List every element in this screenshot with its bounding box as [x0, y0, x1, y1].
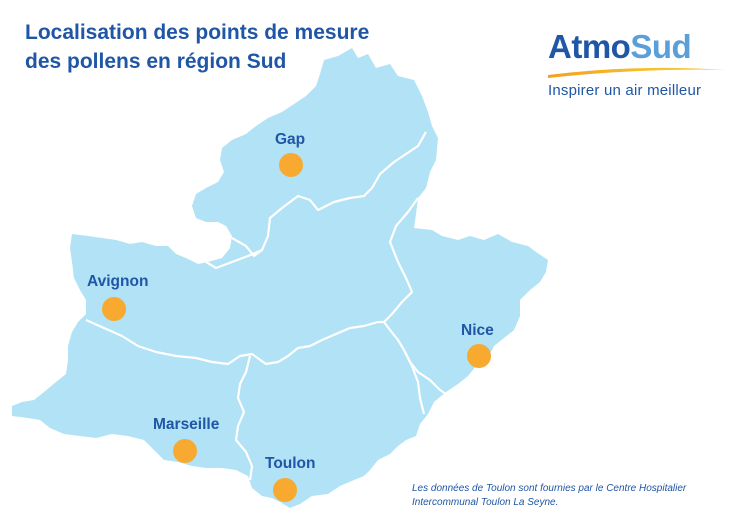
logo-tagline: Inspirer un air meilleur	[548, 82, 702, 99]
title-line-1: Localisation des points de mesure	[25, 21, 370, 44]
logo-word-sud: Sud	[630, 28, 692, 65]
station-marker-avignon[interactable]	[102, 297, 126, 321]
logo-swoosh-icon	[548, 67, 726, 78]
department-borders	[85, 131, 447, 481]
region-outline	[12, 48, 548, 508]
region-sud-shape	[12, 48, 548, 508]
border-vaucluse	[85, 318, 384, 366]
footnote-line-1: Les données de Toulon sont fournies par …	[412, 483, 687, 494]
border-alpes-de-haute-provence	[205, 248, 263, 270]
station-label-avignon: Avignon	[87, 273, 149, 290]
station-marker-marseille[interactable]	[173, 439, 197, 463]
station-label-gap: Gap	[275, 131, 306, 148]
border-alpes-maritimes	[382, 197, 447, 395]
station-marker-toulon[interactable]	[273, 478, 297, 502]
border-bouches-du-rhone	[234, 355, 254, 481]
station-marker-gap[interactable]	[279, 153, 303, 177]
logo-wordmark: AtmoSud	[548, 28, 692, 66]
station-marker-nice[interactable]	[467, 344, 491, 368]
station-label-marseille: Marseille	[153, 416, 220, 433]
atmosud-logo: AtmoSud Inspirer un air meilleur	[548, 28, 728, 108]
station-label-nice: Nice	[461, 322, 494, 339]
logo-word-atmo: Atmo	[548, 28, 631, 65]
border-var	[403, 349, 426, 415]
title-line-2: des pollens en région Sud	[25, 50, 287, 73]
map-title: Localisation des points de mesure des po…	[25, 18, 405, 76]
station-label-toulon: Toulon	[265, 455, 316, 472]
data-source-footnote: Les données de Toulon sont fournies par …	[412, 482, 732, 510]
footnote-line-2: Intercommunal Toulon La Seyne.	[412, 497, 559, 508]
